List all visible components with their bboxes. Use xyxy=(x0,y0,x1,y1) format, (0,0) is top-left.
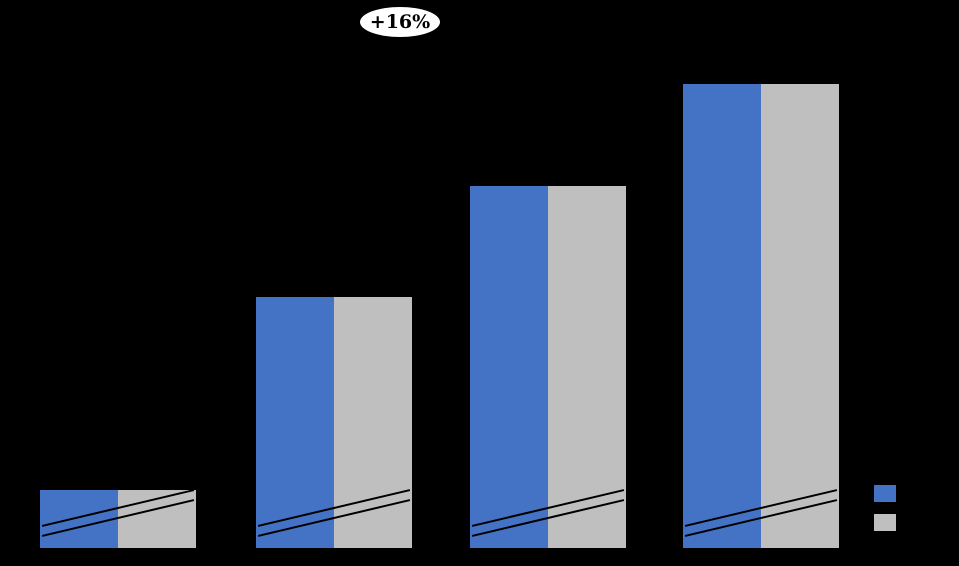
annotation-label: +16% xyxy=(369,10,431,33)
bar-blue-group-3 xyxy=(470,186,548,548)
bar-gray-group-2 xyxy=(334,297,412,548)
bar-gray-group-3 xyxy=(548,186,626,548)
legend-swatch-gray xyxy=(874,514,896,531)
annotation-badge: +16% xyxy=(358,5,442,39)
bar-gray-group-4 xyxy=(761,84,839,548)
bar-blue-group-2 xyxy=(256,297,334,548)
bar-blue-group-4 xyxy=(683,84,761,548)
legend-swatch-blue xyxy=(874,485,896,502)
